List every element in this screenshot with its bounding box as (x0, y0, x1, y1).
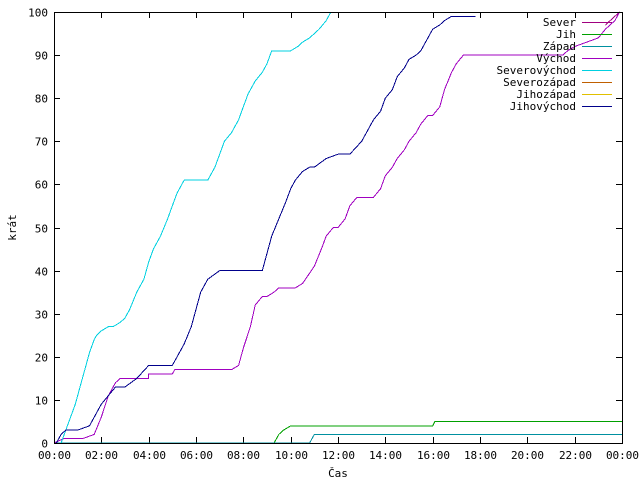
legend-label: Severovýchod (497, 64, 576, 77)
x-tick-label: 12:00 (322, 449, 355, 462)
legend-label: Jihozápad (516, 88, 576, 101)
y-tick-label: 100 (28, 7, 48, 20)
x-tick-label: 18:00 (464, 449, 497, 462)
y-tick-label: 80 (35, 93, 48, 106)
x-tick-label: 08:00 (227, 449, 260, 462)
y-tick-label: 50 (35, 223, 48, 236)
legend: SeverJihZápadVýchodSeverovýchodSeverozáp… (497, 16, 612, 113)
series-line-4 (60, 11, 332, 444)
x-tick-label: 10:00 (275, 449, 308, 462)
x-axis-label: Čas (328, 467, 348, 480)
y-axis-label: krát (6, 214, 19, 241)
x-tick-label: 00:00 (38, 449, 71, 462)
y-tick-label: 20 (35, 352, 48, 365)
legend-label: Jih (556, 28, 576, 41)
series-line-7 (55, 15, 476, 444)
legend-label: Severozápad (503, 76, 576, 89)
plot-frame (54, 12, 623, 444)
x-tick-label: 22:00 (559, 449, 592, 462)
y-tick-label: 70 (35, 136, 48, 149)
x-tick-label: 04:00 (133, 449, 166, 462)
x-tick-label: 20:00 (511, 449, 544, 462)
legend-label: Západ (543, 40, 576, 53)
x-tick-label: 02:00 (85, 449, 118, 462)
legend-label: Jihovýchod (510, 100, 576, 113)
y-tick-label: 0 (41, 438, 48, 451)
y-tick-label: 60 (35, 179, 48, 192)
series-line-1 (54, 420, 622, 444)
x-tick-label: 14:00 (369, 449, 402, 462)
y-tick-label: 40 (35, 266, 48, 279)
x-tick-label: 16:00 (417, 449, 450, 462)
legend-label: Východ (536, 52, 576, 65)
legend-label: Sever (543, 16, 576, 29)
x-tick-label: 00:00 (606, 449, 639, 462)
y-tick-label: 90 (35, 50, 48, 63)
x-tick-label: 06:00 (180, 449, 213, 462)
y-tick-label: 30 (35, 309, 48, 322)
x-axis-ticks: 00:00 02:00 04:00 06:00 08:00 10:00 12:00 14:00… (38, 12, 639, 462)
y-tick-label: 10 (35, 395, 48, 408)
series-line-3 (53, 11, 621, 444)
